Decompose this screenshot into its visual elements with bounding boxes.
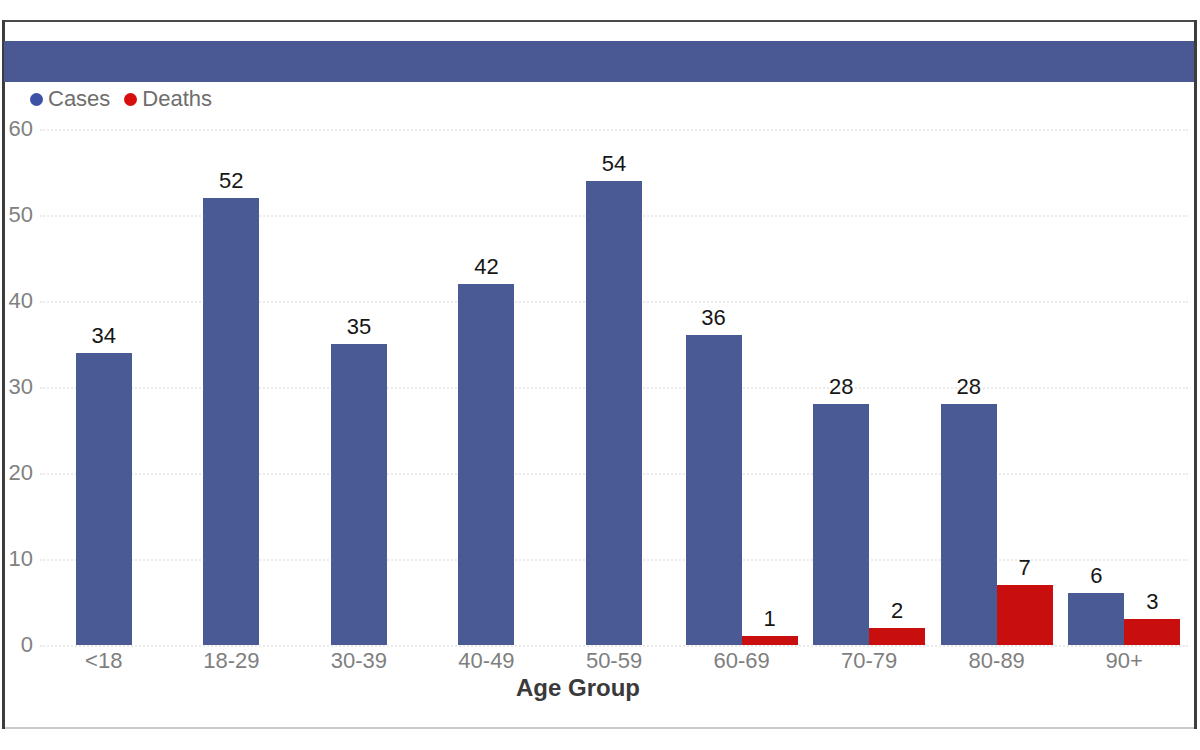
deaths-bar-70-79: 2 — [869, 628, 925, 645]
bar-pair-<18: 34 — [76, 353, 132, 645]
cases-bar-40-49: 42 — [458, 284, 514, 645]
cases-value-label-90+: 6 — [1090, 563, 1102, 589]
bar-group-30-39: 3530-39 — [295, 129, 423, 645]
x-tick-label-50-59: 50-59 — [550, 648, 678, 674]
cases-value-label-18-29: 52 — [219, 168, 243, 194]
y-tick-label-10: 10 — [0, 546, 33, 572]
y-tick-label-50: 50 — [0, 202, 33, 228]
bar-group-90+: 6390+ — [1061, 129, 1189, 645]
deaths-bar-60-69: 1 — [742, 636, 798, 645]
bar-group-40-49: 4240-49 — [423, 129, 551, 645]
deaths-value-label-90+: 3 — [1146, 589, 1158, 615]
deaths-value-label-60-69: 1 — [763, 606, 775, 632]
x-tick-label-80-89: 80-89 — [933, 648, 1061, 674]
x-axis-title: Age Group — [478, 674, 678, 702]
x-tick-label-90+: 90+ — [1061, 648, 1189, 674]
x-tick-label-<18: <18 — [40, 648, 168, 674]
report-page: WEBSTER County COVID19 Cases and Deaths … — [0, 0, 1200, 750]
bar-group-60-69: 36160-69 — [678, 129, 806, 645]
bar-group-70-79: 28270-79 — [805, 129, 933, 645]
cases-value-label-30-39: 35 — [347, 314, 371, 340]
cases-value-label-70-79: 28 — [829, 374, 853, 400]
y-tick-label-0: 0 — [0, 632, 33, 658]
x-tick-label-70-79: 70-79 — [805, 648, 933, 674]
cases-bar-<18: 34 — [76, 353, 132, 645]
x-tick-label-30-39: 30-39 — [295, 648, 423, 674]
y-tick-label-40: 40 — [0, 288, 33, 314]
bar-pair-40-49: 42 — [458, 284, 514, 645]
deaths-bar-90+: 3 — [1124, 619, 1180, 645]
bar-groups: 34<185218-293530-394240-495450-5936160-6… — [40, 129, 1188, 645]
cases-bar-90+: 6 — [1068, 593, 1124, 645]
cases-value-label-<18: 34 — [92, 323, 116, 349]
y-tick-label-30: 30 — [0, 374, 33, 400]
deaths-value-label-70-79: 2 — [891, 598, 903, 624]
bar-group-50-59: 5450-59 — [550, 129, 678, 645]
cases-bar-80-89: 28 — [941, 404, 997, 645]
bar-group-<18: 34<18 — [40, 129, 168, 645]
bar-group-80-89: 28780-89 — [933, 129, 1061, 645]
bar-chart: 010203040506034<185218-293530-394240-495… — [0, 0, 1200, 750]
gridline-0 — [40, 645, 1188, 647]
bar-pair-30-39: 35 — [331, 344, 387, 645]
bar-pair-18-29: 52 — [203, 198, 259, 645]
deaths-value-label-80-89: 7 — [1019, 555, 1031, 581]
deaths-bar-80-89: 7 — [997, 585, 1053, 645]
bar-group-18-29: 5218-29 — [168, 129, 296, 645]
cases-bar-18-29: 52 — [203, 198, 259, 645]
y-tick-label-20: 20 — [0, 460, 33, 486]
cases-value-label-60-69: 36 — [701, 305, 725, 331]
x-tick-label-40-49: 40-49 — [423, 648, 551, 674]
x-tick-label-18-29: 18-29 — [168, 648, 296, 674]
y-tick-label-60: 60 — [0, 116, 33, 142]
cases-value-label-50-59: 54 — [602, 151, 626, 177]
cases-value-label-80-89: 28 — [956, 374, 980, 400]
bar-pair-70-79: 282 — [813, 404, 925, 645]
cases-bar-70-79: 28 — [813, 404, 869, 645]
bar-pair-50-59: 54 — [586, 181, 642, 645]
x-tick-label-60-69: 60-69 — [678, 648, 806, 674]
cases-bar-30-39: 35 — [331, 344, 387, 645]
bar-pair-60-69: 361 — [686, 335, 798, 645]
cases-value-label-40-49: 42 — [474, 254, 498, 280]
bar-pair-90+: 63 — [1068, 593, 1180, 645]
bar-pair-80-89: 287 — [941, 404, 1053, 645]
cases-bar-60-69: 36 — [686, 335, 742, 645]
cases-bar-50-59: 54 — [586, 181, 642, 645]
